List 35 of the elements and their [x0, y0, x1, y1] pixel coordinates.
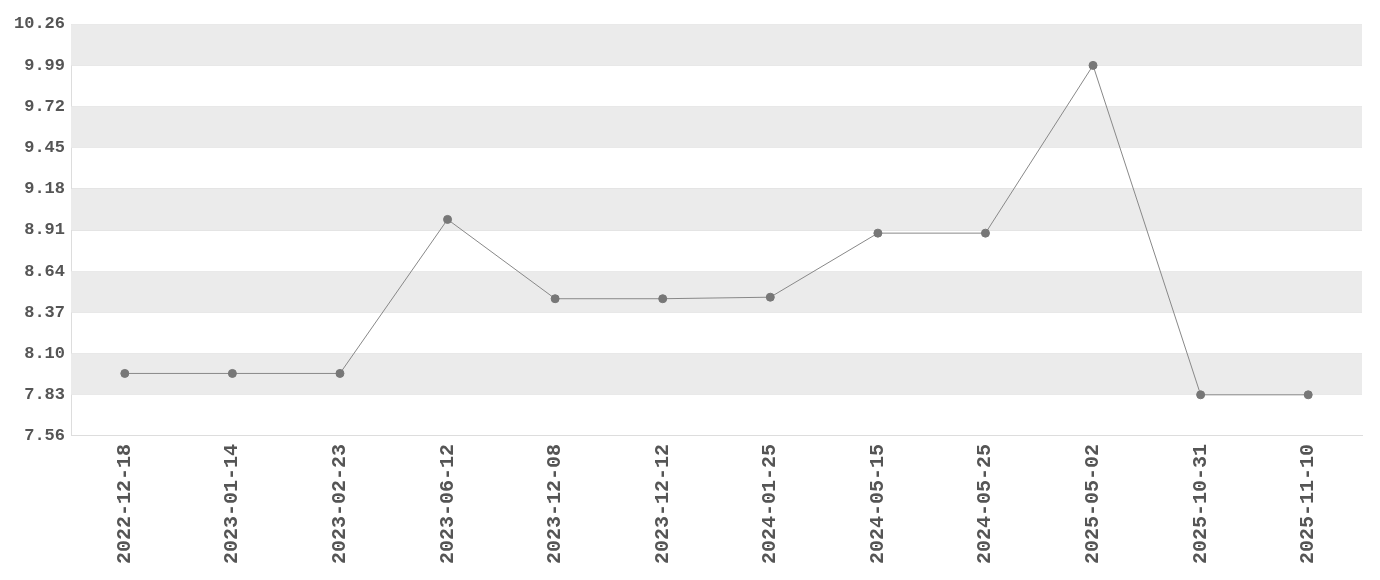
point [443, 214, 453, 224]
point [335, 368, 345, 378]
x-tick-label: 2025-05-02 [1081, 443, 1105, 565]
x-tick-label: 2023-12-08 [543, 443, 567, 565]
point [1196, 390, 1206, 400]
y-tick-label: 8.10 [24, 343, 66, 363]
point [550, 294, 560, 304]
y-tick-label: 9.72 [24, 96, 66, 116]
y-tick-label: 8.37 [24, 302, 66, 322]
x-tick-label: 2023-01-14 [220, 443, 244, 565]
y-tick-label: 7.83 [24, 385, 66, 405]
x-tick-label: 2024-01-25 [758, 443, 782, 565]
x-tick-label: 2023-06-12 [435, 443, 459, 565]
x-tick-label: 2024-05-25 [973, 443, 997, 565]
point [1303, 390, 1313, 400]
point [765, 292, 775, 302]
x-tick-label: 2023-02-23 [328, 443, 351, 565]
y-tick-label: 9.99 [24, 55, 66, 75]
y-tick-label: 9.45 [24, 138, 66, 158]
point [658, 294, 668, 304]
x-tick-label: 2025-10-31 [1188, 443, 1212, 565]
point [980, 228, 990, 238]
y-tick-label: 10.26 [13, 14, 66, 34]
x-tick-label: 2024-05-15 [865, 443, 889, 565]
x-tick-label: 2022-12-18 [112, 443, 136, 565]
y-tick-label: 8.64 [24, 261, 66, 281]
point [1088, 60, 1098, 70]
x-tick-label: 2025-11-10 [1296, 443, 1320, 565]
y-tick-label: 8.91 [24, 220, 66, 240]
point [873, 228, 883, 238]
point [120, 368, 130, 378]
y-tick-label: 9.18 [24, 179, 66, 199]
y-tick-label: 7.56 [24, 426, 66, 446]
point [227, 368, 237, 378]
x-tick-label: 2023-12-12 [650, 443, 674, 565]
